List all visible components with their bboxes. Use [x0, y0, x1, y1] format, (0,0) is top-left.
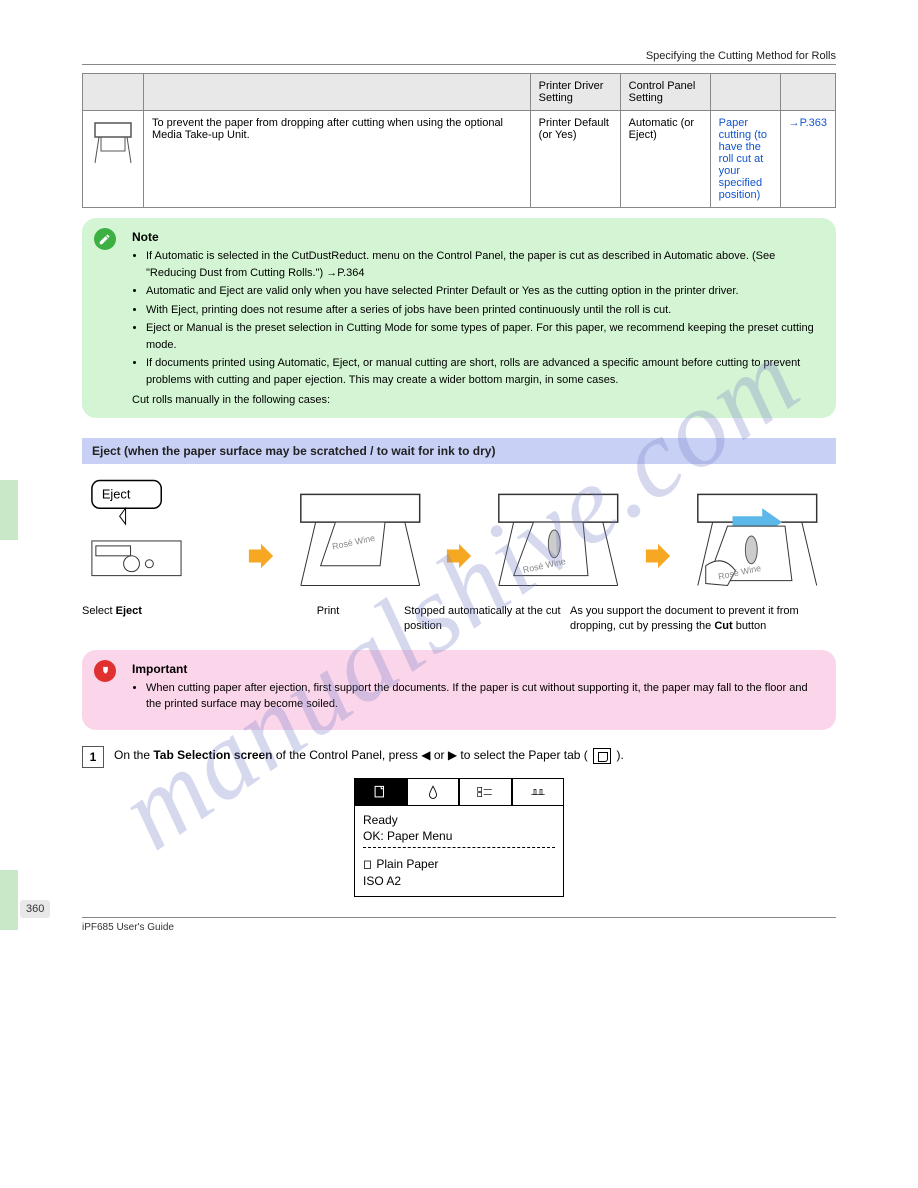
lcd-line3: Plain Paper	[363, 856, 555, 873]
lcd-tab-paper	[354, 778, 407, 806]
lcd-divider	[363, 847, 555, 848]
cell-linkpage-text[interactable]: →P.363	[789, 117, 827, 129]
lcd-tab-job	[459, 778, 512, 806]
flow-step-3: Rosé Wine	[479, 476, 638, 596]
job-icon	[477, 786, 493, 798]
flow-step-1: Eject	[82, 476, 241, 596]
note-item: If Automatic is selected in the CutDustR…	[146, 248, 820, 281]
step-row: 1 On the Tab Selection screen of the Con…	[82, 746, 836, 768]
note-list: If Automatic is selected in the CutDustR…	[146, 248, 820, 388]
page-content: Specifying the Cutting Method for Rolls …	[0, 0, 918, 973]
flow-img-2: Rosé Wine	[281, 476, 440, 596]
caption-3: Stopped automatically at the cut positio…	[404, 604, 564, 634]
header-right: Specifying the Cutting Method for Rolls	[82, 50, 836, 62]
note-pencil-icon	[94, 228, 116, 250]
flow-img-4: Rosé Wine	[678, 476, 837, 596]
cell-link-text[interactable]: Paper cutting (to have the roll cut at y…	[719, 117, 767, 201]
paper-small-icon	[363, 860, 373, 870]
important-title: Important	[132, 662, 820, 676]
settings-icon	[530, 786, 546, 798]
lcd-body: Ready OK: Paper Menu Plain Paper ISO A2	[354, 806, 564, 897]
note-item: With Eject, printing does not resume aft…	[146, 302, 820, 319]
th-panel: Control Panel Setting	[620, 74, 710, 111]
th-page	[780, 74, 835, 111]
paper-tab-icon	[593, 748, 611, 764]
flow-img-3: Rosé Wine	[479, 476, 638, 596]
caption-2: Print	[258, 604, 398, 634]
top-divider	[82, 64, 836, 65]
lcd-tab-ink	[407, 778, 460, 806]
ink-drop-icon	[427, 785, 439, 799]
flow-arrow-icon	[644, 542, 672, 570]
important-item: When cutting paper after ejection, first…	[146, 680, 820, 713]
printer-thumb-icon	[91, 117, 135, 167]
th-driver: Printer Driver Setting	[530, 74, 620, 111]
lcd-screen: Ready OK: Paper Menu Plain Paper ISO A2	[354, 778, 564, 897]
footer-text: iPF685 User's Guide	[82, 922, 836, 933]
caption-1: Select Eject	[82, 604, 252, 634]
note-manual-text: Cut rolls manually in the following case…	[132, 394, 820, 406]
cell-driver: Printer Default (or Yes)	[530, 111, 620, 208]
flow-arrow-icon	[247, 542, 275, 570]
note-item: Eject or Manual is the preset selection …	[146, 320, 820, 353]
section-title-bar: Eject (when the paper surface may be scr…	[82, 438, 836, 464]
paper-icon	[373, 785, 387, 799]
lcd-line1: Ready	[363, 812, 555, 829]
cell-reason: To prevent the paper from dropping after…	[144, 111, 531, 208]
step-number: 1	[82, 746, 104, 768]
cutting-methods-table: Printer Driver Setting Control Panel Set…	[82, 73, 836, 208]
flow-diagram: Eject Rosé Wine	[82, 476, 836, 596]
note-item: Automatic and Eject are valid only when …	[146, 283, 820, 300]
table-row: To prevent the paper from dropping after…	[83, 111, 836, 208]
table-header-row: Printer Driver Setting Control Panel Set…	[83, 74, 836, 111]
th-link	[710, 74, 780, 111]
lcd-line4: ISO A2	[363, 873, 555, 890]
important-box: Important When cutting paper after eject…	[82, 650, 836, 730]
flow-step-4: Rosé Wine	[678, 476, 837, 596]
th-blank	[83, 74, 144, 111]
flow-captions: Select Eject Print Stopped automatically…	[82, 604, 836, 634]
cell-img	[83, 111, 144, 208]
important-stop-icon	[94, 660, 116, 682]
step-text: On the Tab Selection screen of the Contr…	[114, 746, 836, 764]
flow-step-2: Rosé Wine	[281, 476, 440, 596]
caption-4: As you support the document to prevent i…	[570, 604, 836, 634]
eject-bubble-text: Eject	[102, 486, 131, 501]
important-list: When cutting paper after ejection, first…	[146, 680, 820, 713]
bottom-divider	[82, 917, 836, 918]
lcd-tabs	[354, 778, 564, 806]
note-title: Note	[132, 230, 820, 244]
note-item: If documents printed using Automatic, Ej…	[146, 355, 820, 388]
cell-linkpage[interactable]: →P.363	[780, 111, 835, 208]
flow-img-1: Eject	[82, 476, 241, 596]
lcd-line2: OK: Paper Menu	[363, 828, 555, 845]
cell-panel: Automatic (or Eject)	[620, 111, 710, 208]
note-box: Note If Automatic is selected in the Cut…	[82, 218, 836, 418]
th-reason	[144, 74, 531, 111]
cell-link[interactable]: Paper cutting (to have the roll cut at y…	[710, 111, 780, 208]
flow-arrow-icon	[445, 542, 473, 570]
lcd-tab-setting	[512, 778, 565, 806]
